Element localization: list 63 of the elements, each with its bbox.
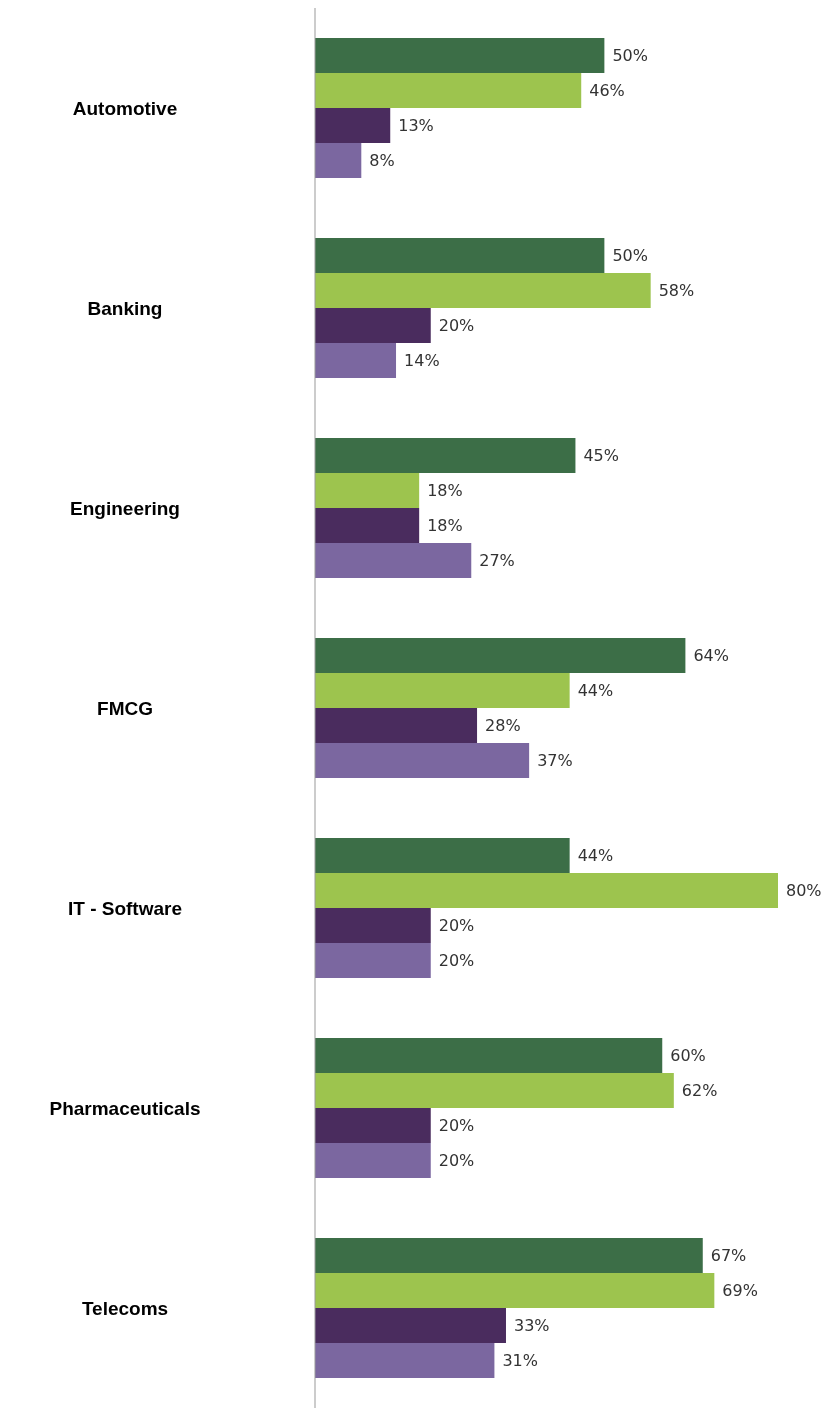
bar [315,108,391,143]
data-label: 20% [438,951,475,971]
data-label: 69% [722,1281,758,1301]
data-label: 33% [513,1316,550,1336]
bar [315,838,570,873]
y-tick-label: FMCG [97,697,153,719]
data-label: 31% [502,1351,538,1371]
data-label: 60% [670,1046,706,1066]
data-label: 67% [710,1246,747,1266]
data-label: 46% [589,81,625,101]
bar [315,1038,663,1073]
y-tick-label: Automotive [72,97,178,119]
bar [315,708,478,743]
bar [315,743,530,778]
bar [315,1273,715,1308]
data-label: 27% [479,551,515,571]
data-label: 64% [693,646,729,666]
data-label: 14% [404,351,440,371]
bar [315,908,431,943]
bar [315,143,362,178]
data-label: 80% [786,881,822,901]
data-label: 44% [577,681,614,701]
y-tick-label: Engineering [70,497,180,519]
bar [315,1238,703,1273]
data-label: 18% [427,481,463,501]
data-label: 20% [438,1116,475,1136]
bar [315,638,686,673]
bar [315,308,431,343]
bar [315,238,605,273]
bar [315,543,472,578]
data-label: 8% [369,151,395,171]
data-label: 62% [681,1081,718,1101]
bar [315,438,576,473]
bar [315,343,397,378]
data-label: 13% [398,116,434,136]
data-label: 20% [438,916,475,936]
bar [315,473,420,508]
data-label: 20% [438,1151,475,1171]
bar [315,1108,431,1143]
data-label: 37% [537,751,573,771]
bar [315,73,582,108]
data-label: 28% [485,716,521,736]
y-tick-label: Banking [87,297,163,319]
bar [315,273,651,308]
bar [315,1343,495,1378]
bar [315,38,605,73]
y-tick-label: Telecoms [81,1297,169,1319]
data-label: 50% [612,46,648,66]
data-label: 44% [577,846,614,866]
bar [315,943,431,978]
data-label: 45% [583,446,619,466]
bar [315,508,420,543]
data-label: 58% [658,281,695,301]
y-tick-label: IT - Software [67,897,183,919]
bar [315,1143,431,1178]
bar [315,673,570,708]
data-label: 50% [612,246,648,266]
data-label: 18% [427,516,463,536]
bar [315,1308,506,1343]
y-tick-label: Pharmaceuticals [49,1097,201,1119]
bar [315,873,778,908]
data-label: 20% [438,316,475,336]
bar [315,1073,674,1108]
